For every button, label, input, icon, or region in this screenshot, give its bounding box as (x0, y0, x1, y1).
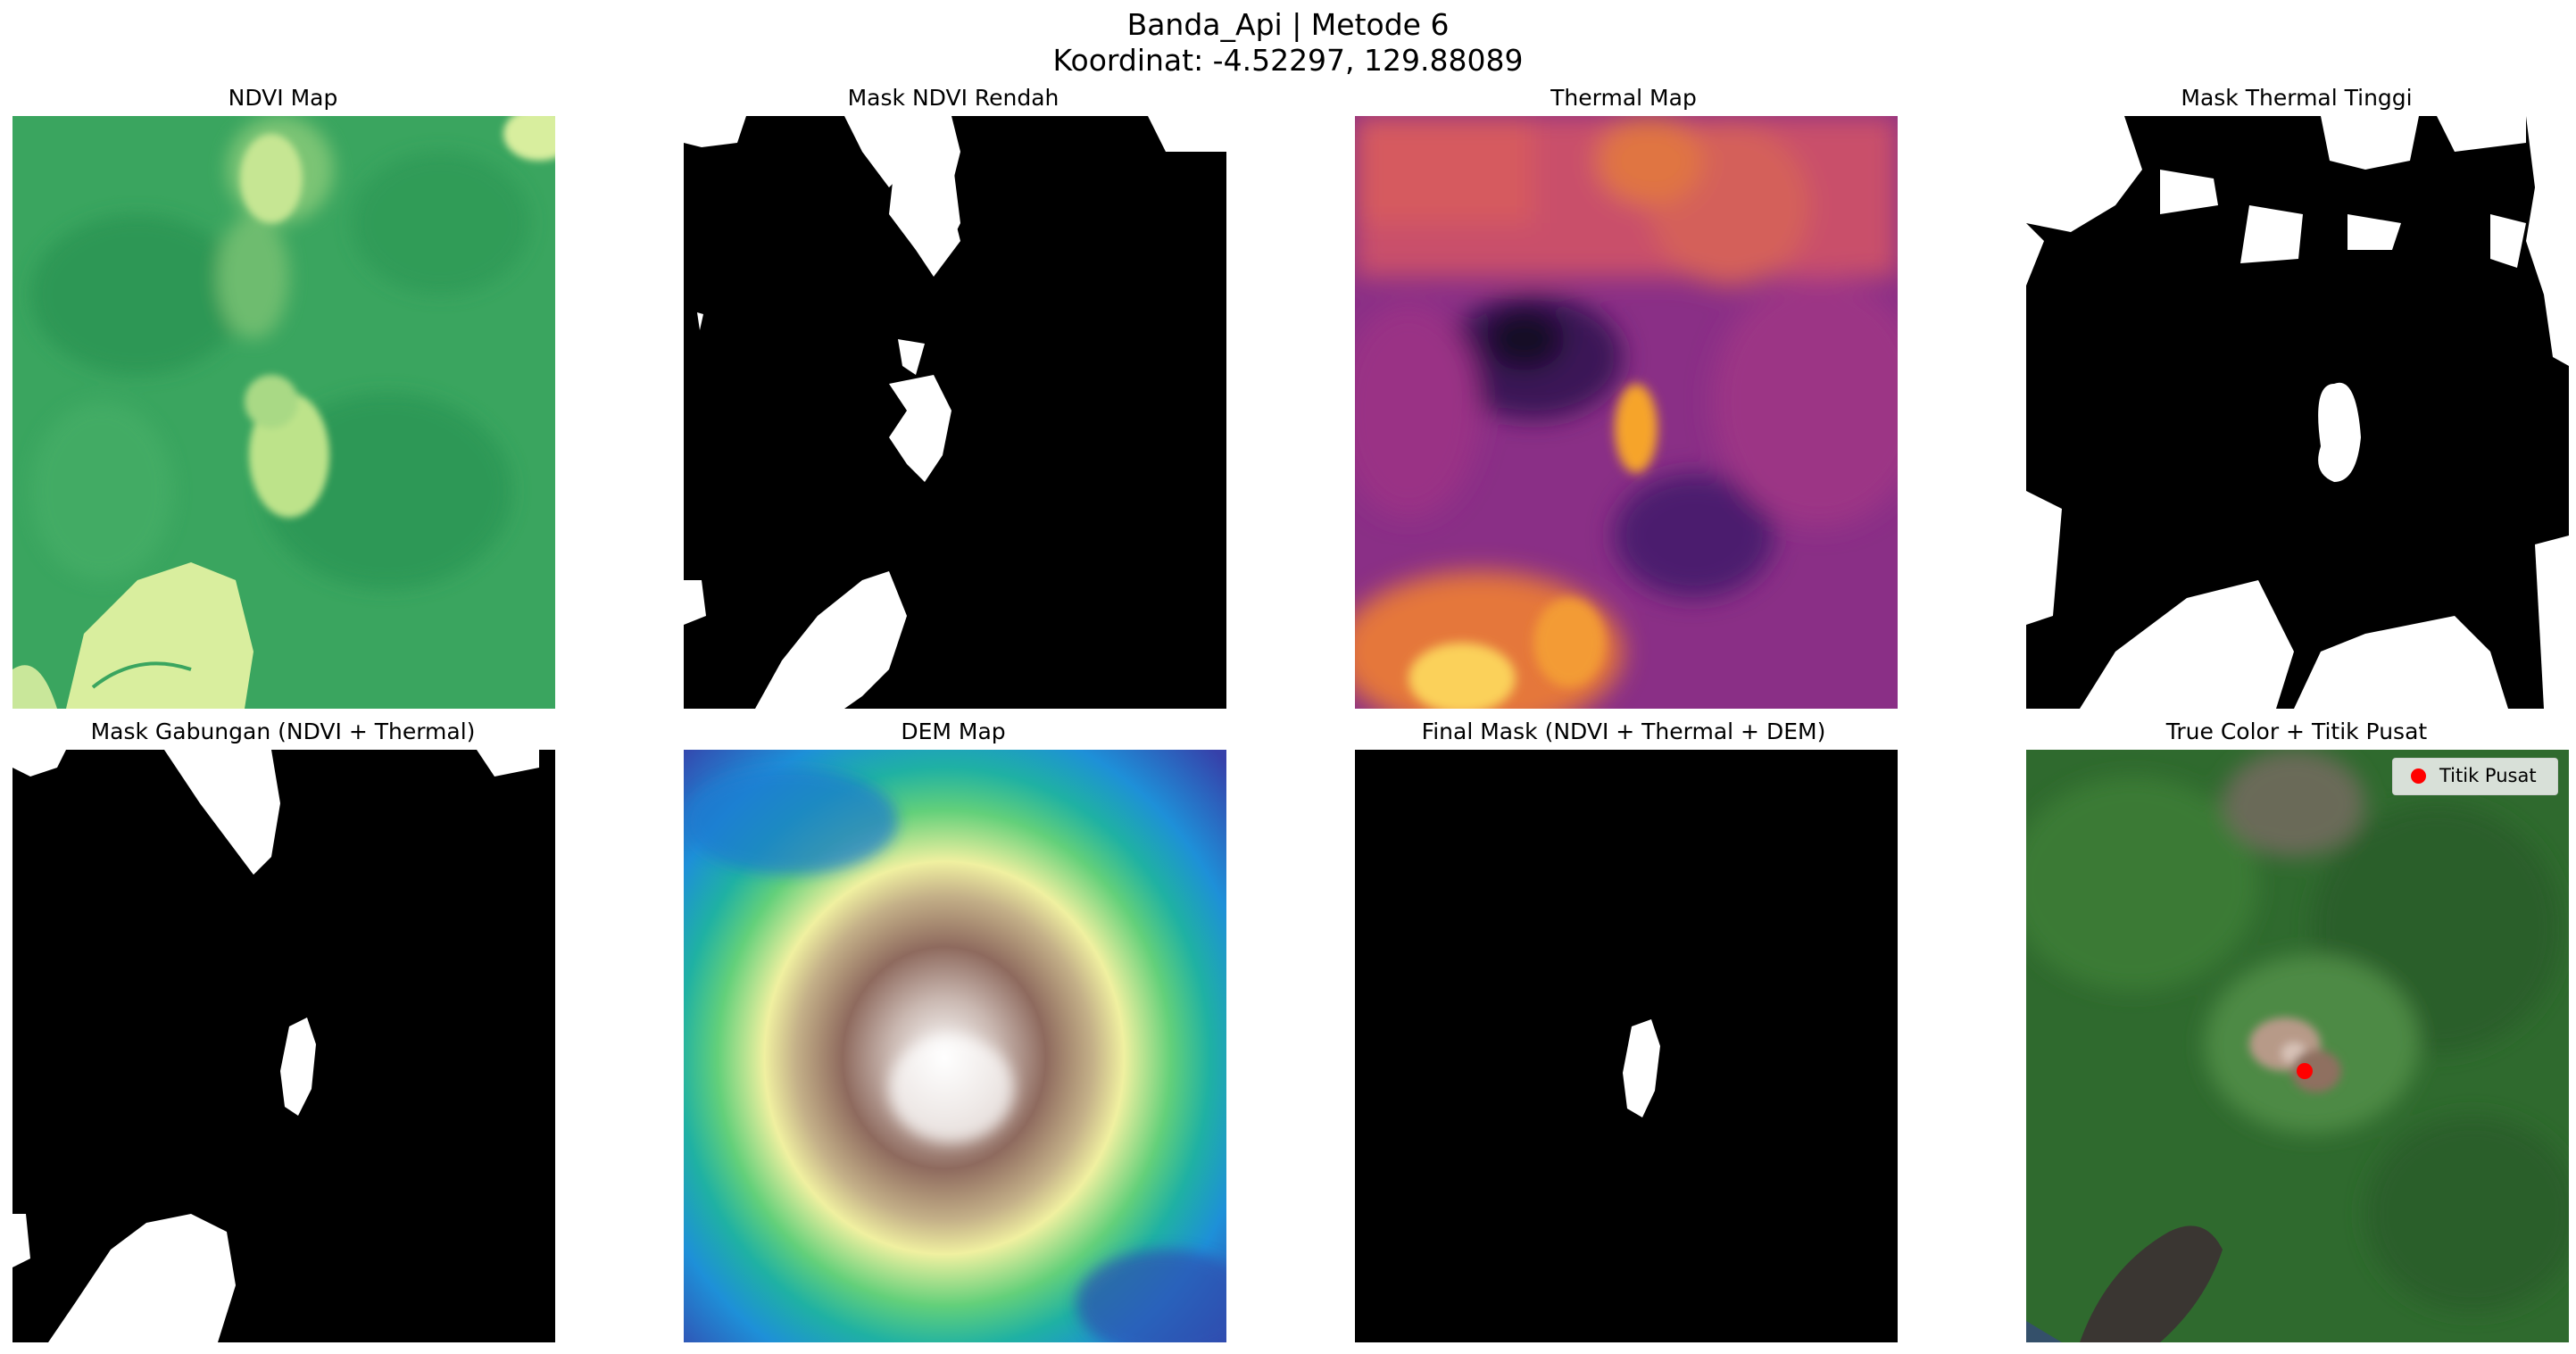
legend-label: Titik Pusat (2439, 765, 2537, 786)
dem-map-image (684, 750, 1226, 1342)
mask-gabungan-image (12, 750, 555, 1342)
panel-title-mask-gabungan: Mask Gabungan (NDVI + Thermal) (90, 719, 476, 744)
final-mask-image (1355, 750, 1898, 1342)
legend-marker-icon (2411, 768, 2426, 784)
figure-title: Banda_Api | Metode 6 (1126, 7, 1450, 42)
panel-title-true-color: True Color + Titik Pusat (2165, 719, 2428, 744)
figure-coordinates: Koordinat: -4.52297, 129.88089 (1052, 43, 1524, 78)
thermal-map-image (1355, 116, 1898, 709)
panel-title-final-mask: Final Mask (NDVI + Thermal + DEM) (1421, 719, 1826, 744)
legend: Titik Pusat (2392, 758, 2558, 795)
panel-title-mask-thermal-tinggi: Mask Thermal Tinggi (2181, 85, 2413, 111)
titik-pusat-marker (2297, 1063, 2313, 1079)
ndvi-map-image (12, 116, 555, 709)
mask-thermal-tinggi-image (2026, 116, 2569, 709)
panel-title-thermal-map: Thermal Map (1550, 85, 1697, 111)
panel-title-mask-ndvi-rendah: Mask NDVI Rendah (847, 85, 1059, 111)
panel-title-ndvi-map: NDVI Map (228, 85, 338, 111)
true-color-image (2026, 750, 2569, 1342)
mask-ndvi-rendah-image (684, 116, 1226, 709)
panel-title-dem-map: DEM Map (901, 719, 1006, 744)
